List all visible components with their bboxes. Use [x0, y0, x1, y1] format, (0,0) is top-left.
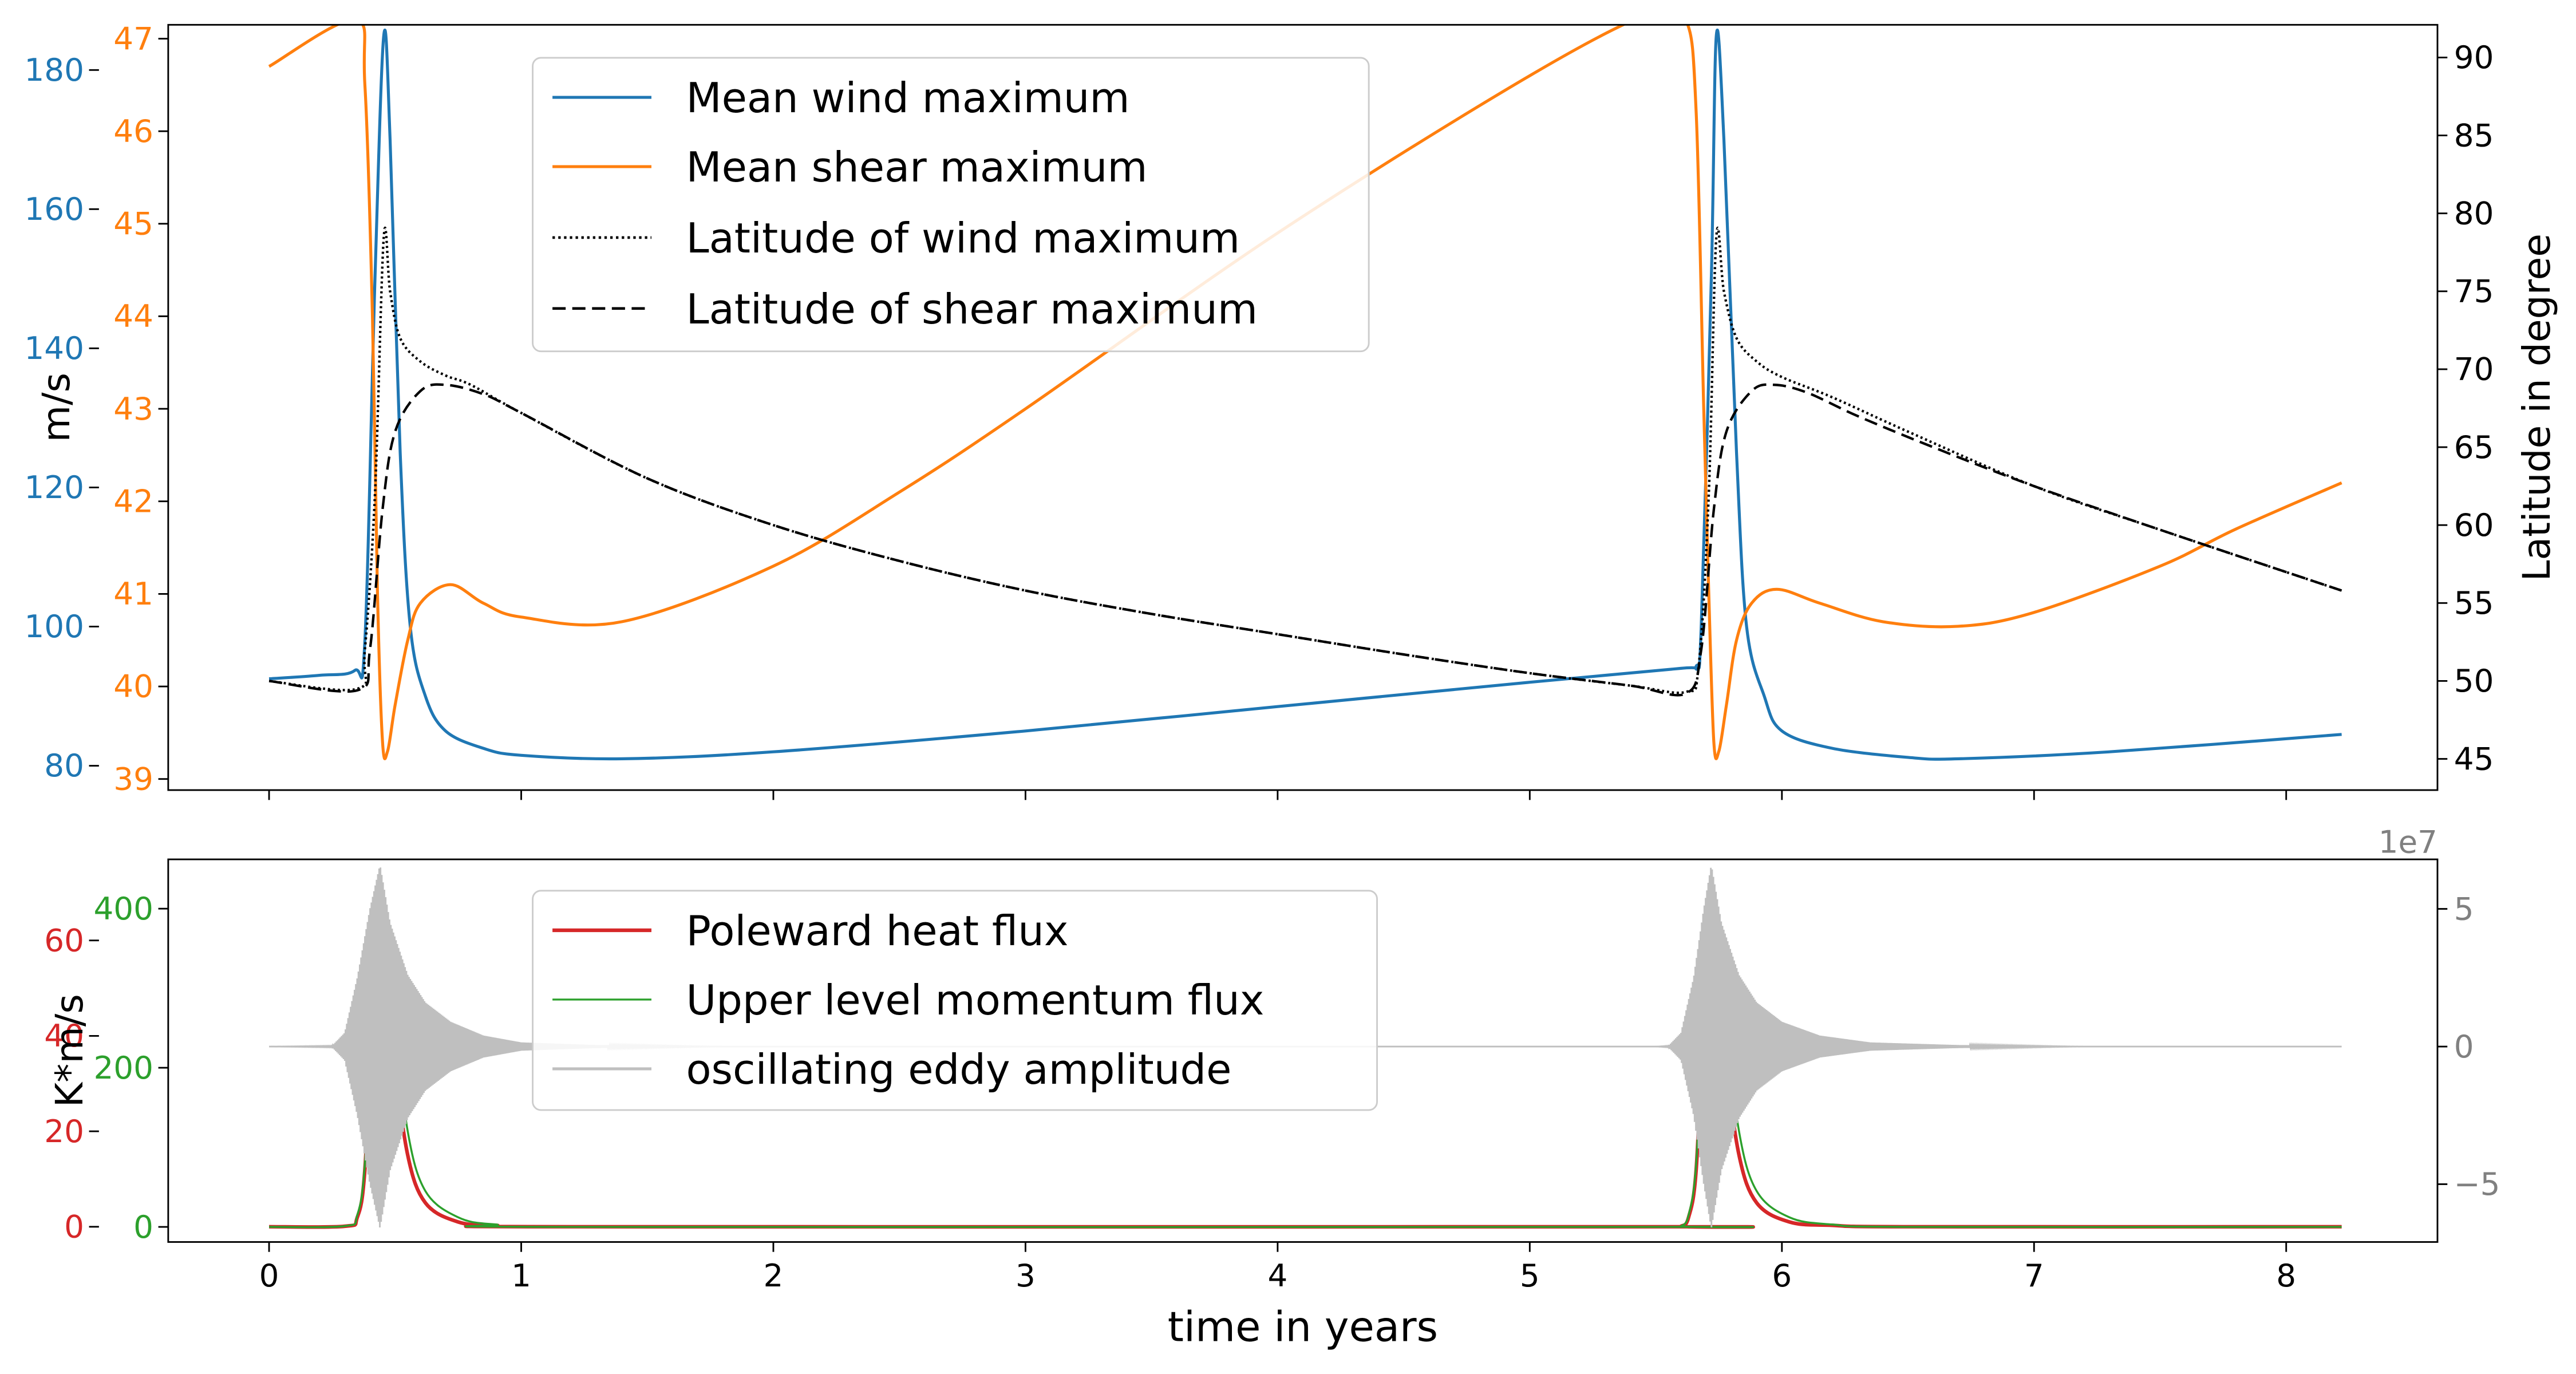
bottom-x-axis-label: time in years — [1168, 1302, 1438, 1351]
top-right-axis-label: Latitude in degree — [2514, 234, 2559, 581]
y-tick-label-right: 45 — [2454, 740, 2494, 777]
x-tick-label: 8 — [2276, 1257, 2296, 1294]
y-tick-label-left_outer: 80 — [44, 747, 84, 784]
y-tick-label-left_inner: 400 — [93, 890, 153, 927]
bottom-left-axis-label: K*m/s — [47, 994, 92, 1107]
legend-label-mean-wind: Mean wind maximum — [686, 74, 1129, 122]
y-tick-label-right: 85 — [2454, 117, 2494, 153]
y-tick-label-right: 90 — [2454, 39, 2494, 76]
bottom-plot-frame — [167, 858, 2439, 1243]
y-tick-label-right: 55 — [2454, 585, 2494, 621]
y-tick-label-left_outer: 140 — [24, 330, 84, 366]
bottom-legend-box — [532, 890, 1378, 1111]
series-line-latitude-of-shear-maximum — [268, 383, 2342, 697]
y-tick-label-left_inner: 45 — [113, 206, 153, 242]
y-tick-label-right: 65 — [2454, 429, 2494, 465]
y-tick-label-left_outer: 60 — [44, 922, 84, 958]
y-tick-label-left_inner: 40 — [113, 668, 153, 705]
top-legend-box — [532, 57, 1370, 353]
y-tick-label-left_outer: 120 — [24, 469, 84, 506]
bottom-panel: 0 1 2 3 4 5 6 7 8 0 20 40 60 0 200 400 −5 0 5 K*m/s 1e7 ti… — [44, 824, 2500, 1351]
x-tick-label: 0 — [259, 1257, 279, 1294]
y-tick-label-right: −5 — [2454, 1166, 2500, 1202]
y-tick-label-left_outer: 160 — [24, 191, 84, 227]
x-tick-label: 4 — [1267, 1257, 1287, 1294]
legend-label-mean-shear: Mean shear maximum — [686, 143, 1147, 191]
x-tick-label: 2 — [764, 1257, 784, 1294]
y-tick-label-right: 0 — [2454, 1028, 2474, 1065]
legend-label-lat-wind: Latitude of wind maximum — [686, 214, 1240, 262]
top-axis-ticks: 80 100 120 140 160 180 39 40 41 42 43 44 45 46 47 45 50 5… — [24, 20, 2494, 800]
y-tick-label-left_outer: 20 — [44, 1113, 84, 1150]
bottom-legend: Poleward heat flux Upper level momentum … — [532, 890, 1378, 1111]
legend-label-eddy: oscillating eddy amplitude — [686, 1045, 1231, 1093]
y-tick-label-left_inner: 200 — [93, 1049, 153, 1086]
y-tick-label-left_inner: 44 — [113, 298, 153, 334]
top-legend: Mean wind maximum Mean shear maximum Lat… — [532, 57, 1370, 353]
top-panel: 80 100 120 140 160 180 39 40 41 42 43 44 45 46 47 45 50 5… — [24, 20, 2559, 800]
bottom-right-scale-label: 1e7 — [2379, 824, 2437, 860]
y-tick-label-right: 60 — [2454, 507, 2494, 543]
y-tick-label-left_inner: 43 — [113, 390, 153, 427]
legend-label-lat-shear: Latitude of shear maximum — [686, 285, 1258, 333]
x-tick-label: 3 — [1016, 1257, 1036, 1294]
top-plot-frame — [167, 23, 2439, 791]
top-left-axis-label: m/s — [34, 373, 78, 442]
x-tick-label: 6 — [1772, 1257, 1792, 1294]
y-tick-label-right: 50 — [2454, 662, 2494, 699]
y-tick-label-left_outer: 0 — [64, 1208, 84, 1245]
y-tick-label-right: 75 — [2454, 273, 2494, 310]
x-tick-label: 1 — [511, 1257, 531, 1294]
y-tick-label-left_inner: 42 — [113, 483, 153, 519]
y-tick-label-left_outer: 40 — [44, 1017, 84, 1054]
y-tick-label-right: 80 — [2454, 195, 2494, 231]
series-line-mean-wind-maximum — [268, 29, 2342, 761]
y-tick-label-left_inner: 47 — [113, 20, 153, 57]
y-tick-label-left_inner: 41 — [113, 575, 153, 612]
x-tick-label: 7 — [2024, 1257, 2044, 1294]
bottom-axis-ticks: 0 1 2 3 4 5 6 7 8 0 20 40 60 0 200 400 −5 0 5 — [44, 890, 2500, 1294]
y-tick-label-right: 70 — [2454, 351, 2494, 388]
y-tick-label-left_inner: 0 — [133, 1209, 153, 1245]
y-tick-label-right: 5 — [2454, 890, 2474, 927]
legend-label-heat-flux: Poleward heat flux — [686, 907, 1068, 955]
y-tick-label-left_outer: 100 — [24, 608, 84, 645]
legend-label-momentum-flux: Upper level momentum flux — [686, 976, 1264, 1024]
y-tick-label-left_inner: 46 — [113, 113, 153, 149]
top-series-group — [268, 25, 2342, 761]
y-tick-label-left_inner: 39 — [113, 760, 153, 797]
y-tick-label-left_outer: 180 — [24, 52, 84, 88]
x-tick-label: 5 — [1520, 1257, 1540, 1294]
